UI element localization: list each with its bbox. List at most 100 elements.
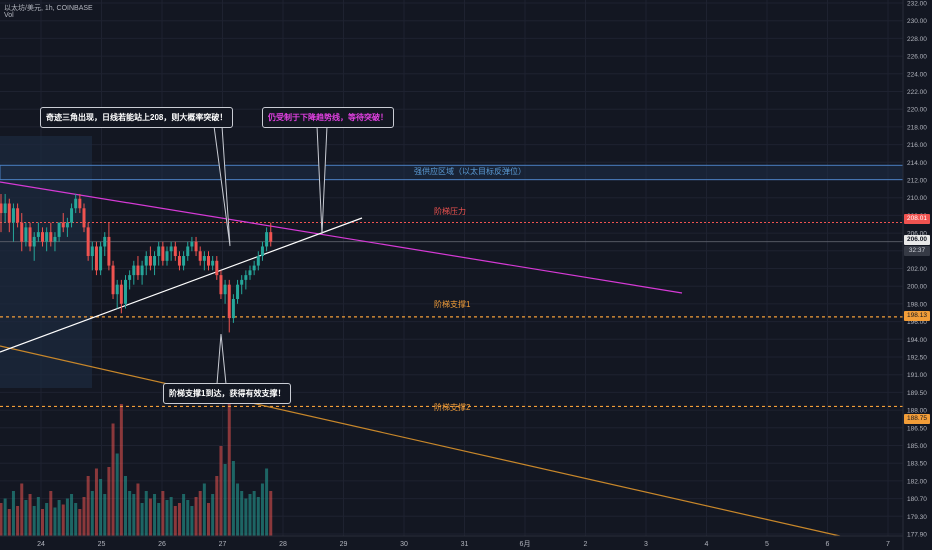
volume-bar [115,453,119,536]
candle-body [115,284,119,295]
price-tick-label: 230.00 [907,18,927,25]
volume-bar [119,404,123,536]
volume-bar [136,483,140,536]
candle-body [86,227,90,257]
time-tick-label: 6 [826,541,830,548]
candle-body [148,256,152,266]
time-tick-label: 27 [219,541,227,548]
candle-body [177,256,181,266]
candle-body [90,246,94,257]
volume-bar [165,500,169,536]
volume-bar [124,476,127,536]
volume-bar [256,497,260,536]
candle-body [28,227,32,247]
downtrend-callout[interactable]: 仍受制于下降趋势线，等待突破！ [262,107,394,128]
candle-body [70,208,74,223]
time-tick-label: 3 [644,541,648,548]
bar-countdown-tag: 32:37 [904,246,930,256]
support1-price-tag: 198.13 [904,311,930,321]
volume-bar [0,503,3,536]
volume-bar [74,503,78,536]
candle-body [161,246,165,261]
candle-body [103,236,107,247]
long-trend-line [0,345,841,537]
supply-zone-label: 强供应区域（以太目标反弹位） [414,167,526,176]
candle-body [7,203,11,223]
chart-grid [0,0,903,536]
volume-bar [36,497,40,536]
candle-body [157,246,161,257]
support-callout[interactable]: 阶梯支撑1到达，获得有效支撑！ [163,383,292,404]
volume-bar [28,494,32,536]
triangle-callout[interactable]: 奇迹三角出现，日线若能站上208，则大概率突破！ [40,107,234,128]
time-tick-label: 28 [279,541,287,548]
volume-bar [219,446,223,536]
volume-bar [70,494,74,536]
volume-bar [269,491,273,536]
volume-bar [24,500,28,536]
volume-bar [111,423,115,536]
candle-body [265,232,269,247]
candle-body [223,284,227,295]
volume-bar [182,494,186,536]
volume-bar [207,503,210,536]
volume-bar [252,491,256,536]
time-axis: 24 25 26 27 28 29 30 31 6月 2 3 4 5 6 7 [37,540,890,548]
candle-body [74,198,78,209]
volume-bar [78,509,82,536]
price-tick-label: 216.00 [907,142,927,149]
volume-bar [240,491,244,536]
downtrend-line [0,181,683,294]
candle-body [207,256,210,266]
candle-body [65,222,69,228]
price-tick-label: 183.50 [907,461,927,468]
candle-body [190,241,194,247]
time-tick-label: 30 [400,541,408,548]
candle-body [136,265,140,276]
candle-body [57,222,61,237]
volume-indicator-label[interactable]: Vol [4,12,14,19]
callout-pointers [213,125,328,385]
price-axis: 232.00 230.00 228.00 226.00 224.00 222.00 220.… [907,1,927,539]
price-tick-label: 228.00 [907,36,927,43]
volume-bar [186,500,190,536]
volume-bar [65,498,69,536]
candle-body [165,251,169,261]
candle-body [231,299,235,319]
volume-bar [90,491,94,536]
price-tick-label: 186.50 [907,425,927,432]
symbol-header[interactable]: 以太坊/美元, 1h, COINBASE [4,5,93,12]
candle-body [236,284,240,299]
triangle-callout-pointer [213,125,231,247]
volume-bar [7,509,11,536]
candle-body [99,246,103,271]
volume-bar [45,503,49,536]
trend-lines [0,181,841,537]
volume-bar [202,483,206,536]
volume-bar [53,507,57,536]
price-tick-label: 196.00 [907,319,927,326]
candle-body [3,203,7,214]
candle-body [211,260,215,266]
resistance-label: 阶梯压力 [434,207,466,216]
candle-body [186,246,190,257]
volume-bar [16,506,20,536]
candle-body [215,260,219,276]
candle-body [45,232,49,242]
candle-body [153,256,157,266]
candle-body [173,246,177,257]
volume-bar [223,464,227,536]
candle-body [94,246,98,271]
candle-body [248,270,252,276]
time-tick-label: 25 [98,541,106,548]
candle-body [36,232,40,237]
candle-body [194,241,198,252]
time-tick-label: 2 [584,541,588,548]
price-tick-label: 194.00 [907,337,927,344]
volume-bar [11,491,15,536]
resistance-price-tag: 208.01 [904,214,930,224]
candle-body [20,222,24,242]
candle-body [252,265,256,271]
time-tick-label: 6月 [520,540,531,548]
